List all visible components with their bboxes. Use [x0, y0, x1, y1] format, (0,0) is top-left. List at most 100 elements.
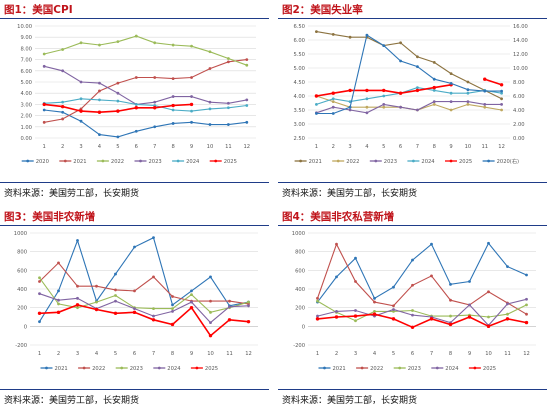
- legend-marker: [487, 159, 490, 163]
- data-point: [76, 296, 79, 300]
- legend-label: 2024: [167, 366, 181, 372]
- y2-tick-label: 2.00: [513, 122, 525, 128]
- y-tick-label: 1.00: [20, 125, 32, 131]
- data-point: [416, 55, 419, 59]
- data-point: [331, 91, 335, 95]
- data-point: [505, 317, 510, 321]
- legend-marker: [26, 159, 30, 163]
- data-point: [466, 100, 470, 103]
- x-tick-label: 2: [335, 351, 338, 357]
- legend-item: 2020: [21, 159, 49, 165]
- data-point: [226, 106, 230, 110]
- x-tick-label: 2: [61, 144, 64, 150]
- y-tick-label: 3.50: [293, 108, 305, 114]
- data-point: [316, 296, 319, 300]
- data-point: [116, 81, 120, 85]
- x-tick-label: 1: [315, 144, 318, 150]
- x-tick-label: 11: [504, 351, 511, 357]
- y-tick-label: 6.00: [20, 69, 32, 75]
- x-tick-label: 7: [430, 351, 433, 357]
- data-point: [335, 242, 338, 246]
- data-point: [316, 299, 319, 303]
- data-point: [483, 89, 487, 93]
- data-point: [486, 324, 491, 329]
- series-line: [39, 304, 249, 337]
- data-point: [398, 91, 403, 95]
- x-tick-label: 11: [481, 144, 488, 150]
- source-note: 资料来源：美国劳工部，长安期货: [282, 396, 418, 406]
- data-point: [483, 77, 487, 81]
- data-point: [116, 99, 120, 103]
- series-2021: [315, 30, 503, 101]
- data-point: [331, 33, 335, 36]
- data-point: [499, 83, 504, 87]
- data-point: [114, 294, 117, 297]
- legend-label: 2021: [73, 159, 86, 165]
- data-point: [57, 302, 60, 306]
- x-tick-label: 3: [76, 351, 79, 357]
- data-point: [348, 88, 352, 93]
- x-tick-label: 12: [245, 351, 252, 357]
- panel-private-nonfarm: 图4：美国非农私营新增 -200 0 200 400 600 800 1000 1 2 3 4 5 6 7…: [278, 207, 547, 414]
- y-tick-label: 0: [302, 324, 305, 330]
- legend-label: 2025: [459, 159, 472, 165]
- series-2023: [42, 64, 249, 106]
- data-point: [353, 314, 358, 318]
- data-point: [348, 35, 352, 39]
- x-tick-label: 7: [416, 144, 419, 150]
- data-point: [208, 123, 212, 126]
- data-point: [94, 307, 99, 312]
- data-point: [411, 258, 414, 262]
- data-point: [98, 133, 101, 137]
- data-point: [247, 300, 250, 304]
- data-point: [133, 307, 136, 310]
- data-point: [61, 48, 65, 51]
- data-point: [354, 319, 357, 323]
- data-point: [506, 302, 509, 306]
- data-point: [209, 321, 212, 324]
- series-2023: [315, 100, 503, 115]
- data-point: [98, 81, 101, 85]
- y-tick-label: 4.50: [293, 80, 305, 86]
- data-point: [132, 310, 137, 315]
- data-point: [38, 320, 41, 324]
- data-point: [449, 298, 452, 302]
- data-point: [500, 103, 503, 106]
- series-line: [316, 242, 527, 315]
- x-tick-label: 12: [498, 144, 505, 150]
- y-tick-label: -200: [293, 343, 305, 349]
- legend-label: 2023: [149, 159, 162, 165]
- y-tick-label: 1000: [14, 231, 27, 237]
- data-point: [190, 293, 193, 296]
- data-point: [432, 100, 436, 103]
- y-tick-label: 3.00: [293, 122, 305, 128]
- data-point: [42, 52, 46, 56]
- data-point: [382, 105, 386, 109]
- source-rule: [0, 389, 269, 390]
- data-point: [134, 76, 138, 79]
- data-point: [171, 122, 175, 125]
- data-point: [466, 80, 470, 84]
- data-point: [226, 101, 230, 105]
- data-point: [525, 297, 528, 301]
- x-tick-label: 3: [354, 351, 357, 357]
- series-2025: [314, 77, 504, 98]
- data-point: [382, 94, 386, 98]
- data-point: [314, 94, 319, 98]
- data-point: [348, 108, 352, 112]
- y2-tick-label: 10.00: [513, 66, 528, 72]
- series-line: [316, 101, 502, 114]
- data-point: [365, 111, 369, 115]
- legend-marker: [139, 159, 142, 163]
- y-tick-label: 1000: [292, 231, 305, 237]
- legend-item: 2023: [115, 366, 143, 372]
- data-point: [245, 58, 249, 61]
- data-point: [415, 88, 420, 93]
- data-point: [373, 310, 376, 313]
- legend-item: 2021: [294, 159, 322, 165]
- data-point: [373, 296, 376, 300]
- data-point: [487, 315, 490, 319]
- x-tick-label: 6: [411, 351, 414, 357]
- panel-title: 图2：美国失业率: [282, 4, 363, 16]
- data-point: [399, 59, 402, 63]
